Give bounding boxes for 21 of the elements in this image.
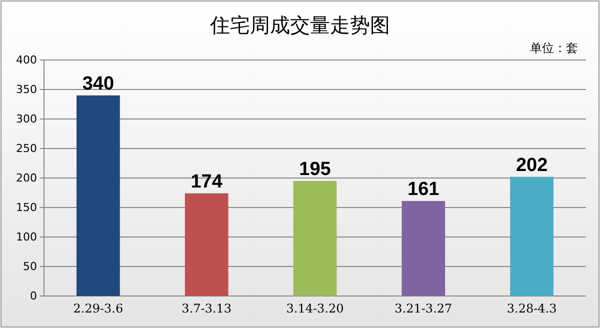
y-tick-label: 300	[16, 112, 37, 126]
data-label: 202	[516, 154, 548, 176]
x-tick-label: 3.14-3.20	[286, 302, 344, 316]
x-tick-label: 2.29-3.6	[73, 302, 124, 316]
data-label: 161	[408, 179, 440, 200]
x-tick-label: 3.28-4.3	[506, 302, 557, 316]
y-tick-label: 350	[16, 83, 37, 96]
y-tick-label: 200	[16, 172, 37, 185]
chart-title: 住宅周成交量走势图	[209, 13, 390, 37]
y-tick-label: 400	[16, 54, 37, 67]
y-tick-label: 50	[23, 260, 37, 274]
x-tick-label: 3.7-3.13	[182, 302, 232, 316]
y-tick-label: 100	[16, 230, 37, 244]
x-tick-label: 3.21-3.27	[394, 302, 452, 316]
data-label: 340	[82, 73, 114, 94]
text: 单位：套	[530, 41, 578, 55]
data-label: 195	[299, 158, 332, 180]
data-label: 174	[190, 171, 223, 192]
y-tick-label: 150	[16, 201, 37, 214]
y-tick-label: 250	[16, 142, 37, 156]
y-tick-label: 0	[30, 290, 37, 303]
